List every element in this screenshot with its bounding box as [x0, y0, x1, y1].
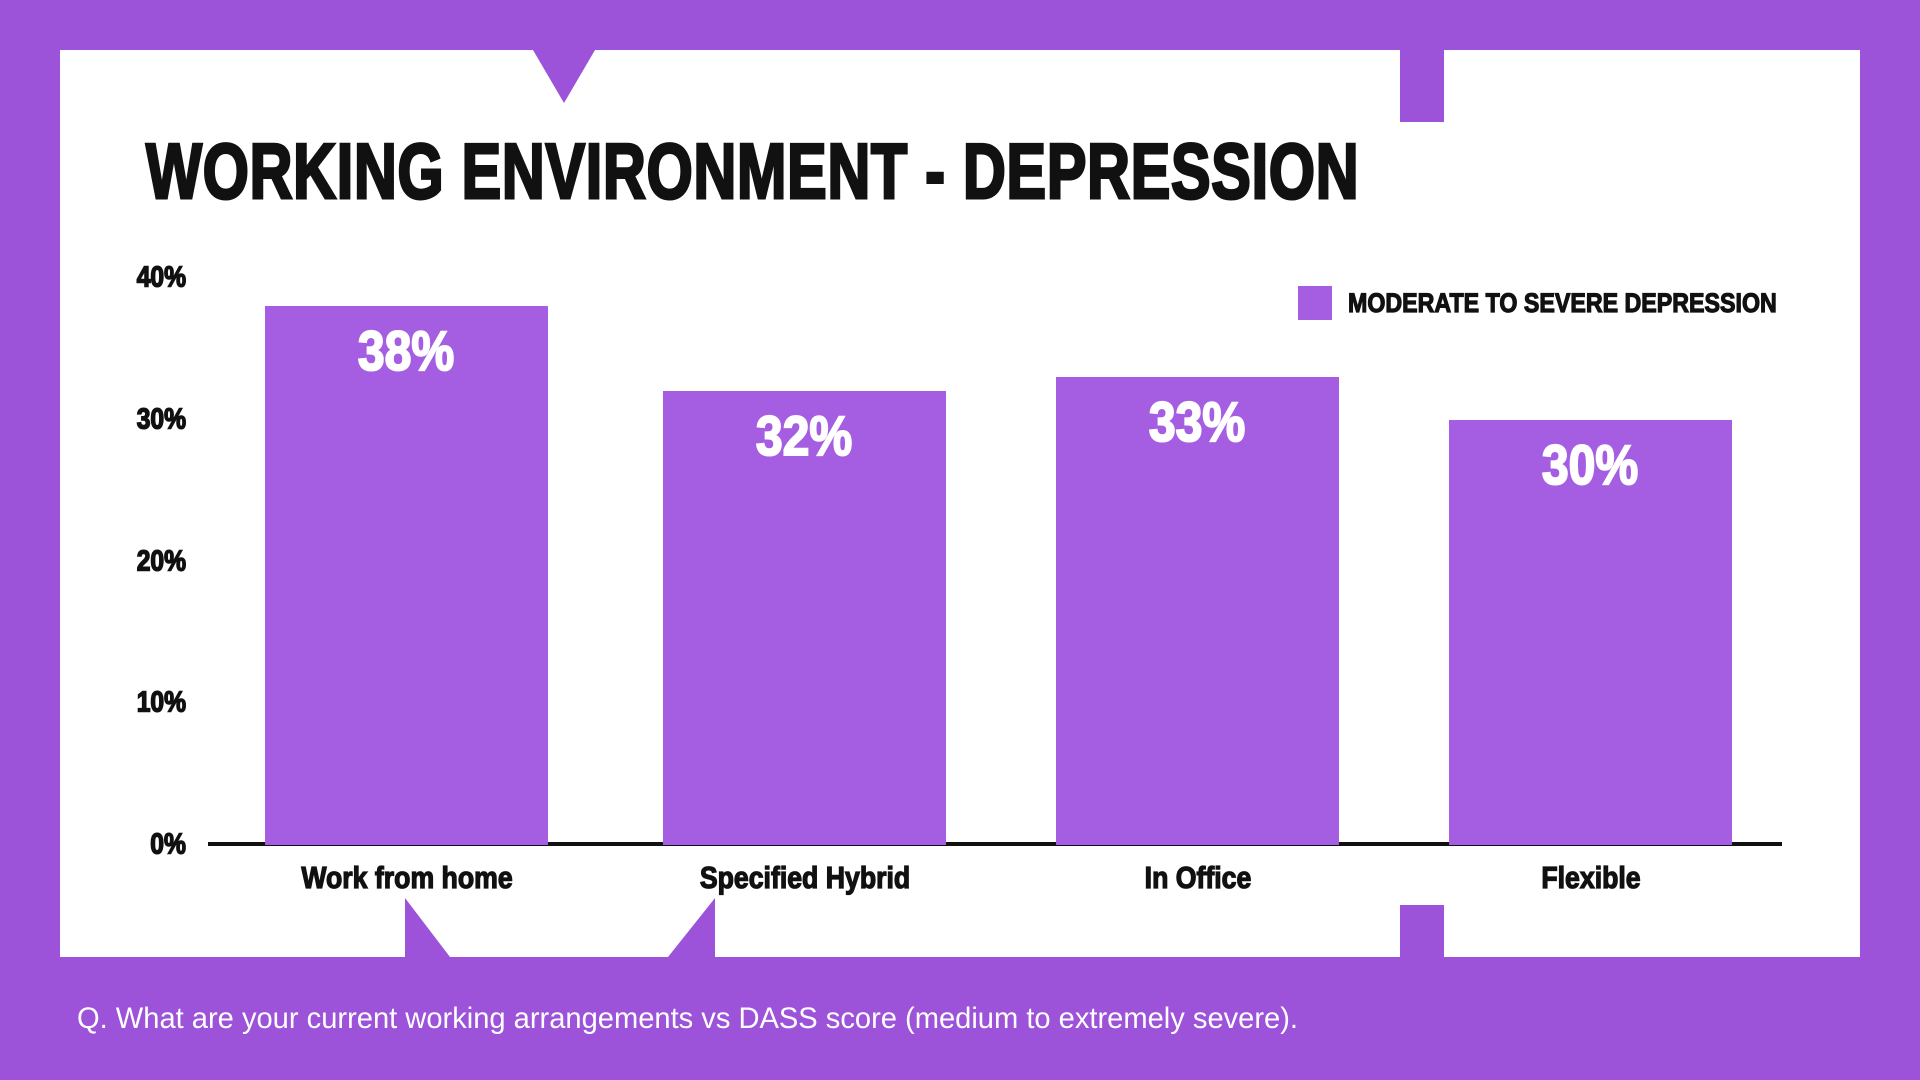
chart-title: WORKING ENVIRONMENT - DEPRESSION [145, 127, 1360, 215]
bar-value-label: 33% [1148, 389, 1246, 454]
bar-value-label: 32% [755, 403, 853, 468]
y-axis-tick-label: 0% [150, 828, 187, 862]
bar-work-from-home: 38% [265, 306, 548, 845]
chart-card: WORKING ENVIRONMENT - DEPRESSION MODERAT… [60, 50, 1860, 957]
bar-specified-hybrid: 32% [663, 391, 946, 845]
legend-label: MODERATE TO SEVERE DEPRESSION [1347, 287, 1777, 318]
y-axis-tick-label: 10% [136, 686, 187, 720]
bar-value-label: 30% [1541, 432, 1639, 497]
bar-flexible: 30% [1449, 419, 1732, 845]
y-axis-tick-label: 40% [136, 261, 187, 295]
y-axis-tick-label: 20% [136, 544, 187, 578]
survey-question-text: Q. What are your current working arrange… [77, 1002, 1299, 1035]
top-right-tab-shape [1400, 50, 1444, 122]
bar-value-label: 38% [357, 318, 455, 383]
chart-legend: MODERATE TO SEVERE DEPRESSION [1298, 286, 1847, 320]
x-axis-category-label: Work from home [300, 859, 513, 895]
x-axis-category-label: In Office [1144, 859, 1252, 895]
x-axis-category-label: Flexible [1540, 859, 1641, 895]
bottom-right-tab-shape [1400, 905, 1444, 957]
x-axis-category-label: Specified Hybrid [699, 859, 910, 895]
legend-swatch-icon [1298, 286, 1332, 320]
bar-in-office: 33% [1056, 377, 1339, 845]
x-axis-line [208, 842, 1782, 846]
y-axis-tick-label: 30% [136, 403, 187, 437]
plot-area: 0% 10% 20% 30% 40% 38% Work from home 32% Specif… [60, 50, 1860, 957]
